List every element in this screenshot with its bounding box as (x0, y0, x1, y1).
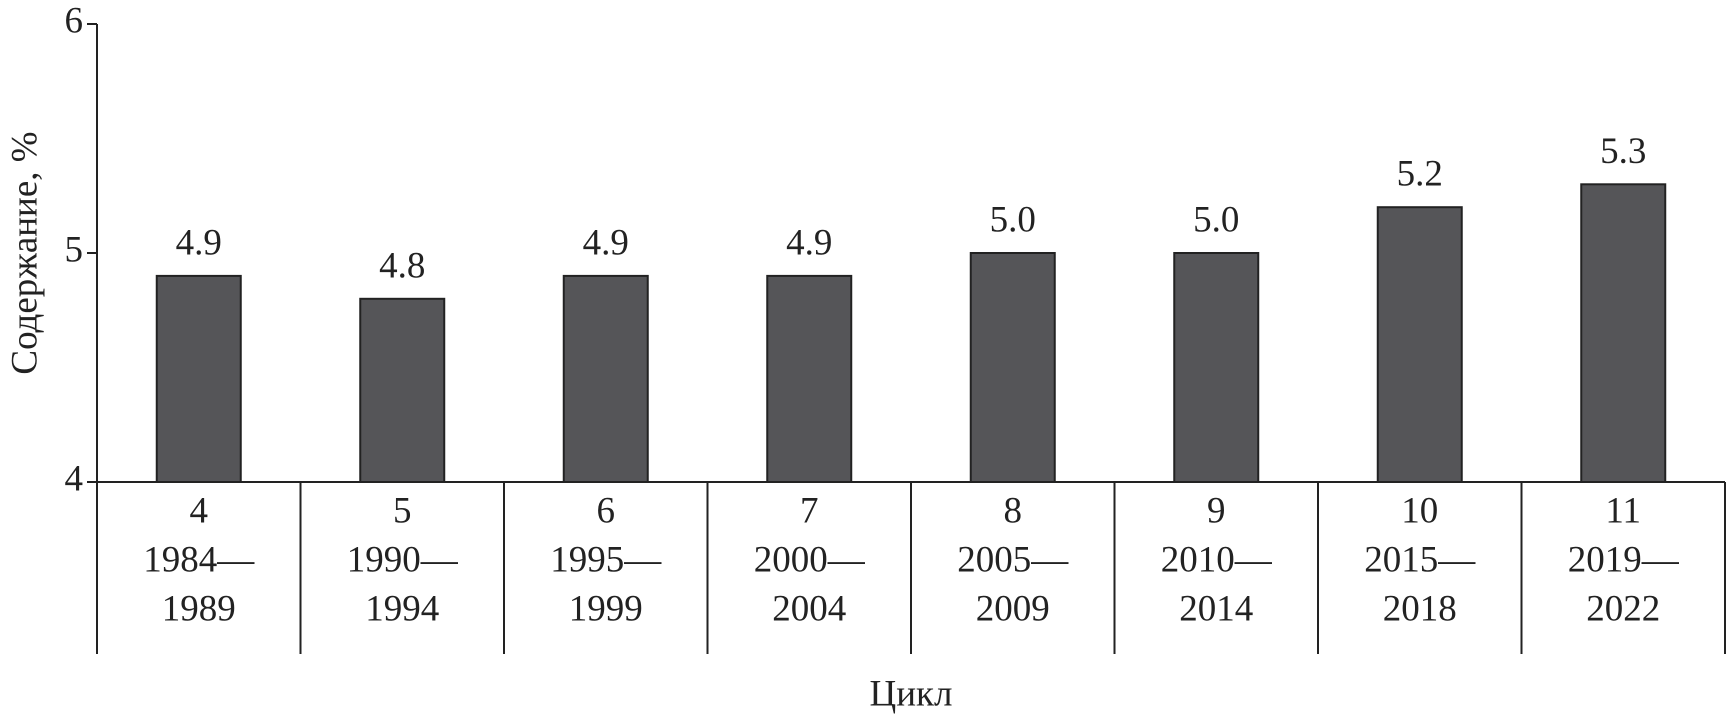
x-tick-label: 2022 (1586, 588, 1660, 629)
x-tick-label: 1994 (365, 588, 439, 629)
value-label: 5.3 (1600, 131, 1646, 172)
bar (1173, 252, 1260, 483)
x-tick-label: 1990— (347, 539, 459, 580)
x-axis-label: Цикл (870, 673, 953, 714)
x-tick-label: 2018 (1383, 588, 1457, 629)
x-tick-label: 10 (1401, 490, 1438, 531)
x-tick-label: 2004 (772, 588, 846, 629)
x-tick-label: 2015— (1364, 539, 1476, 580)
bar (969, 252, 1056, 483)
bar (155, 274, 242, 483)
x-tick-label: 2009 (976, 588, 1050, 629)
x-tick-label: 2000— (754, 539, 866, 580)
value-label: 4.8 (379, 245, 425, 286)
x-tick-label: 7 (800, 490, 819, 531)
bar (766, 274, 853, 483)
x-tick-label: 6 (597, 490, 616, 531)
x-tick-label: 1984— (143, 539, 255, 580)
bar (359, 297, 446, 483)
value-label: 4.9 (176, 222, 222, 263)
bar (1376, 206, 1463, 483)
value-label: 4.9 (786, 222, 832, 263)
x-tick-label: 8 (1004, 490, 1023, 531)
value-label: 5.2 (1397, 154, 1443, 195)
value-label: 5.0 (990, 199, 1036, 240)
x-tick-label: 1989 (162, 588, 236, 629)
x-tick-label: 2010— (1161, 539, 1273, 580)
y-tick-label: 5 (65, 229, 84, 270)
x-tick-label: 11 (1605, 490, 1641, 531)
bar (1580, 183, 1667, 484)
x-tick-label: 4 (190, 490, 209, 531)
y-axis-label: Содержание, % (4, 131, 45, 374)
value-label: 4.9 (583, 222, 629, 263)
value-label: 5.0 (1193, 199, 1239, 240)
x-tick-label: 5 (393, 490, 412, 531)
x-tick-label: 9 (1207, 490, 1226, 531)
x-tick-label: 2019— (1568, 539, 1680, 580)
x-tick-label: 2005— (957, 539, 1069, 580)
y-tick-label: 4 (65, 458, 84, 499)
x-tick-label: 1995— (550, 539, 662, 580)
x-tick-label: 1999 (569, 588, 643, 629)
y-tick-label: 6 (65, 0, 84, 41)
x-tick-label: 2014 (1179, 588, 1253, 629)
bar (562, 274, 649, 483)
